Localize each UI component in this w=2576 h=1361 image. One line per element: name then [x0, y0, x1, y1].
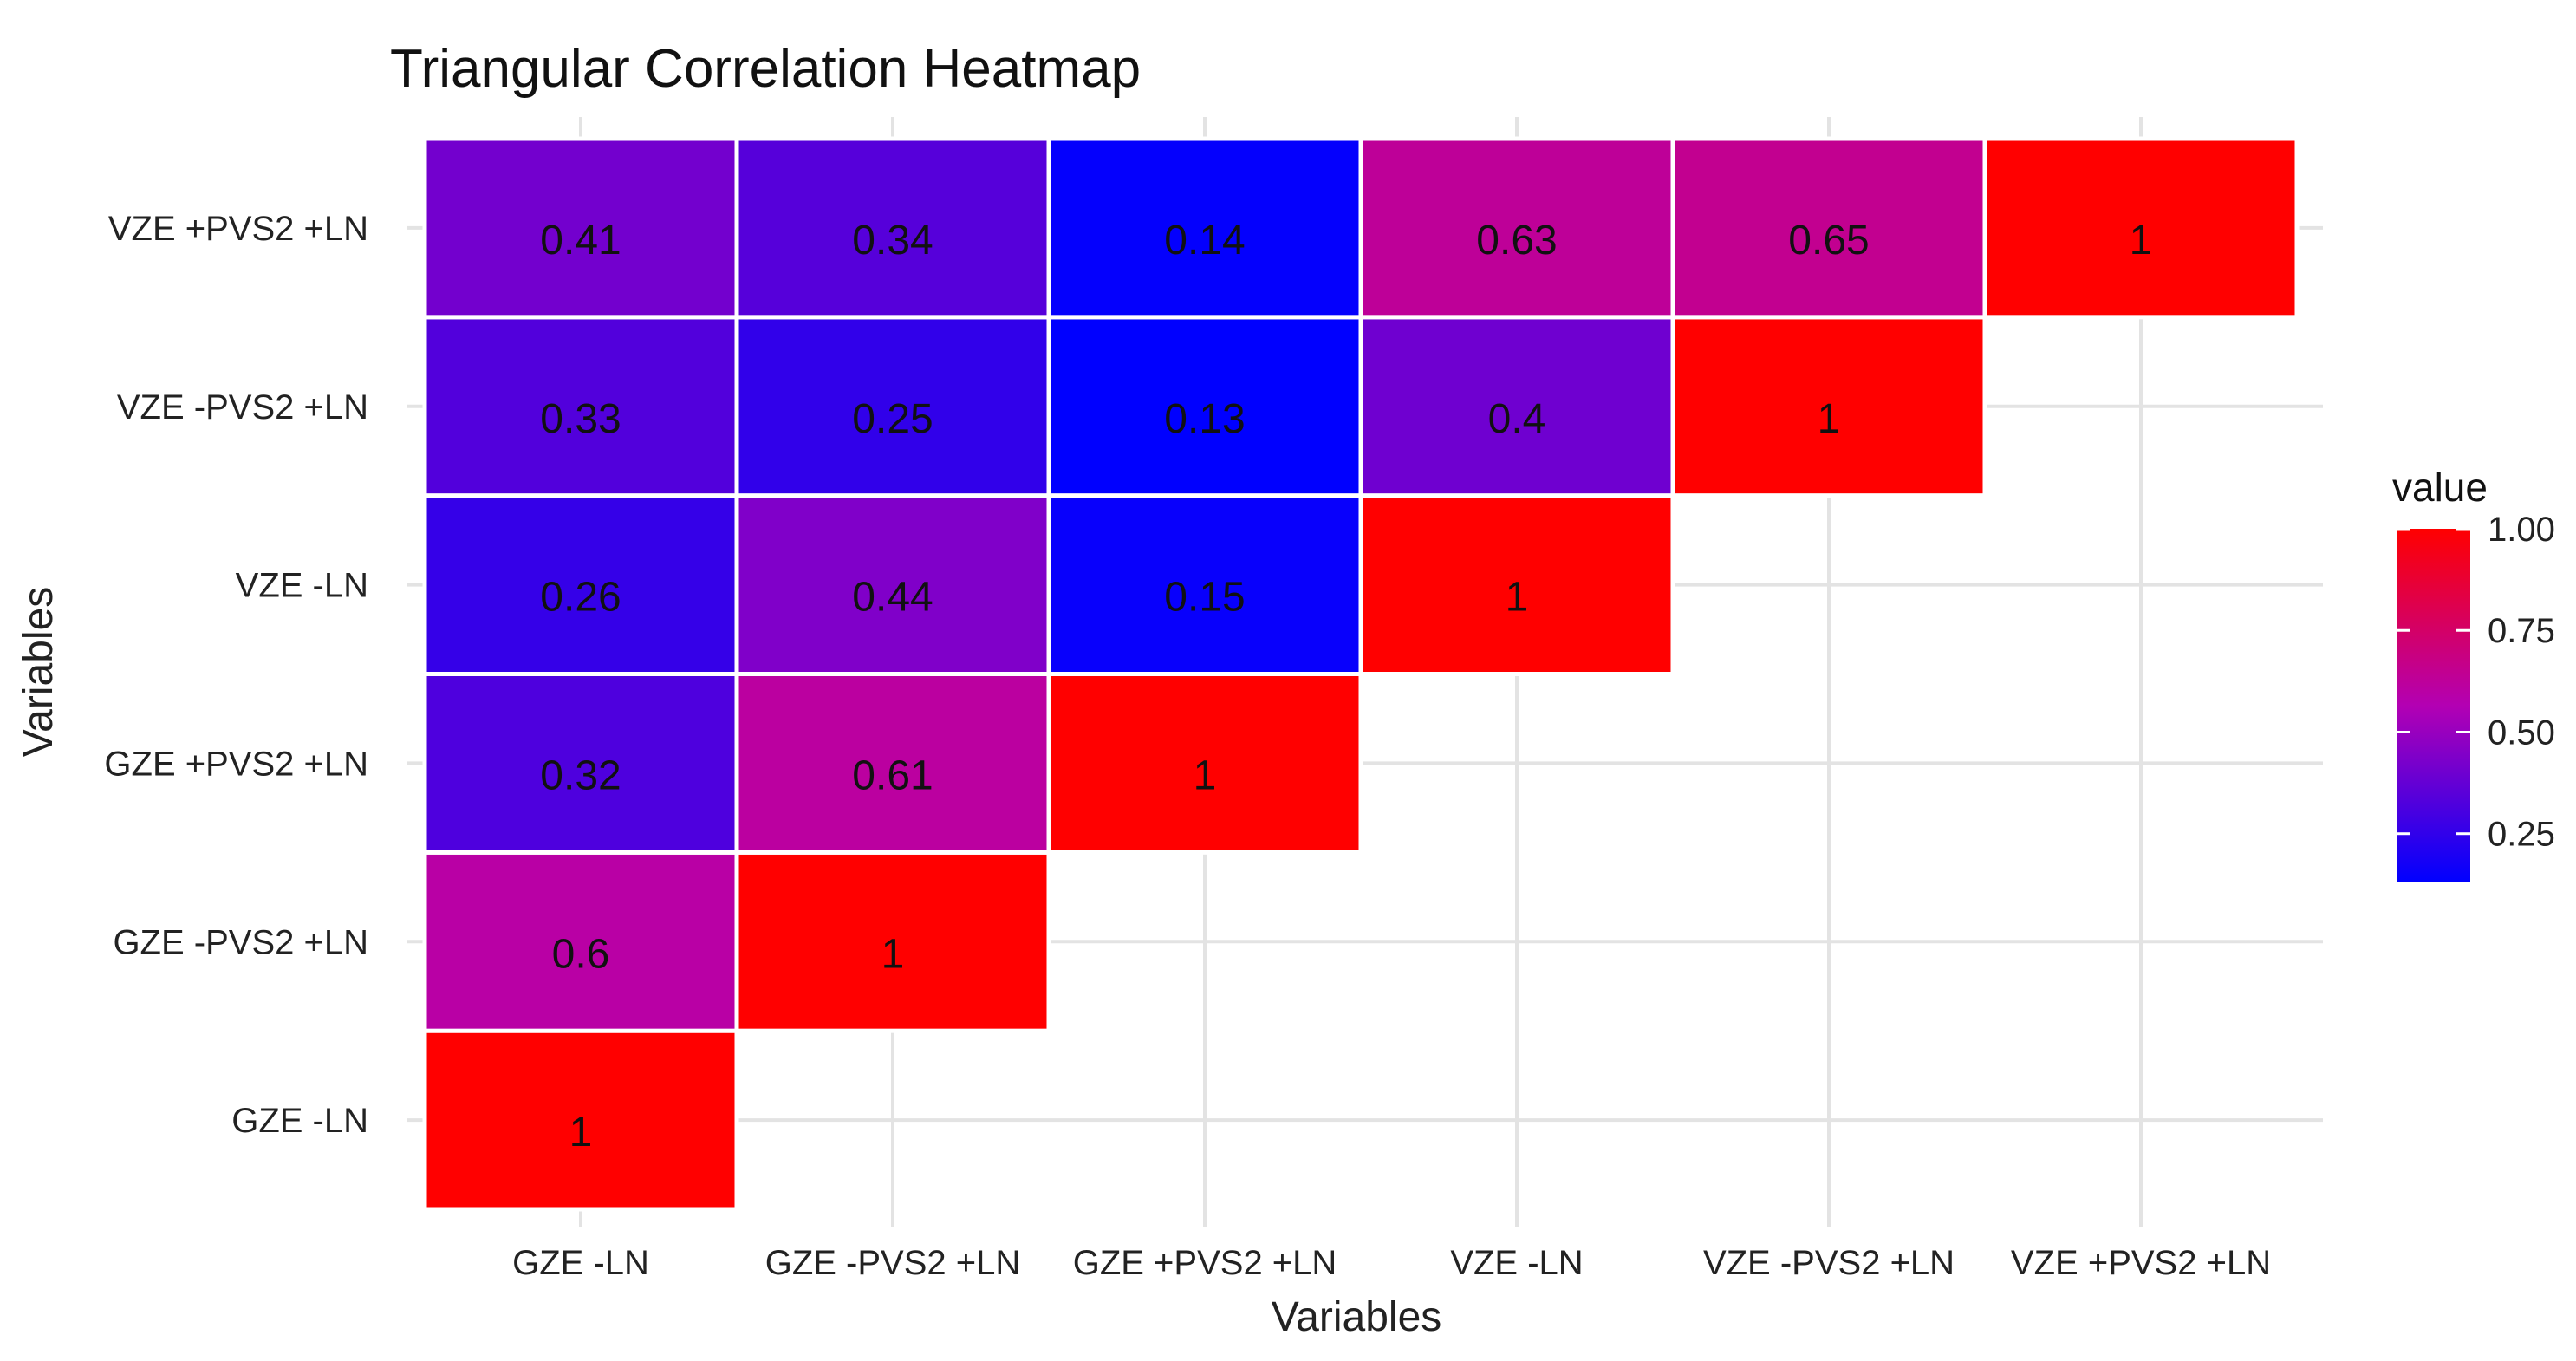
heatmap-cell	[734, 315, 1051, 498]
cell-value-label: 0.41	[540, 218, 621, 264]
cell-value-label: 1	[881, 931, 905, 977]
cell-value-label: 0.63	[1476, 218, 1557, 264]
heatmap-cell	[422, 136, 739, 320]
legend: value 1.00 0.75 0.50 0.25	[2392, 465, 2555, 882]
x-axis-ticks: GZE -LN GZE -PVS2 +LN GZE +PVS2 +LN VZE -LN…	[512, 1244, 2271, 1282]
x-tick-label: GZE -PVS2 +LN	[765, 1244, 1021, 1282]
cell-value-label: 0.34	[852, 218, 933, 264]
legend-colorbar	[2397, 529, 2470, 882]
cells-layer: 10.60.320.260.330.4110.610.440.250.3410.…	[422, 136, 2300, 1212]
y-tick-label: GZE -PVS2 +LN	[113, 923, 368, 961]
chart-title: Triangular Correlation Heatmap	[390, 39, 1141, 99]
cell-value-label: 0.25	[852, 396, 933, 442]
cell-value-label: 0.6	[552, 931, 610, 977]
heatmap-cell	[734, 850, 1051, 1033]
heatmap-cell	[1358, 136, 1675, 320]
cell-value-label: 1	[2130, 218, 2153, 264]
y-tick-label: VZE -PVS2 +LN	[117, 388, 368, 427]
x-tick-label: GZE +PVS2 +LN	[1073, 1244, 1337, 1282]
x-tick-label: GZE -LN	[512, 1244, 649, 1282]
cell-value-label: 0.4	[1488, 396, 1546, 442]
cell-value-label: 1	[1818, 396, 1841, 442]
cell-value-label: 1	[1194, 752, 1217, 798]
heatmap-cell	[1670, 315, 1987, 498]
cell-value-label: 1	[569, 1110, 593, 1156]
heatmap-cell	[1982, 136, 2300, 320]
cell-value-label: 0.13	[1164, 396, 1245, 442]
legend-tick-label: 1.00	[2488, 511, 2555, 549]
heatmap-cell	[1670, 136, 1987, 320]
cell-value-label: 1	[1506, 575, 1529, 621]
legend-tick-label: 0.50	[2488, 713, 2555, 752]
legend-ticks: 1.00 0.75 0.50 0.25	[2397, 511, 2555, 854]
cell-value-label: 0.61	[852, 752, 933, 798]
y-tick-label: GZE -LN	[231, 1102, 368, 1140]
heatmap-cell	[1046, 315, 1363, 498]
x-tick-label: VZE +PVS2 +LN	[2011, 1244, 2271, 1282]
heatmap-cell	[734, 136, 1051, 320]
legend-title: value	[2392, 465, 2488, 510]
cell-value-label: 0.65	[1788, 218, 1869, 264]
heatmap-cell	[1358, 493, 1675, 677]
heatmap-cell	[422, 1028, 739, 1212]
y-tick-label: VZE -LN	[236, 567, 368, 605]
x-tick-label: VZE -PVS2 +LN	[1703, 1244, 1955, 1282]
legend-tick-label: 0.25	[2488, 816, 2555, 854]
heatmap-cell	[1046, 136, 1363, 320]
x-tick-label: VZE -LN	[1450, 1244, 1583, 1282]
y-axis-title: Variables	[16, 587, 62, 758]
cell-value-label: 0.15	[1164, 575, 1245, 621]
heatmap-cell	[1046, 493, 1363, 677]
heatmap-cell	[422, 315, 739, 498]
cell-value-label: 0.14	[1164, 218, 1245, 264]
legend-tick-label: 0.75	[2488, 612, 2555, 650]
cell-value-label: 0.32	[540, 752, 621, 798]
x-axis-title: Variables	[1272, 1294, 1442, 1340]
y-axis-ticks: GZE -LN GZE -PVS2 +LN GZE +PVS2 +LN VZE -LN…	[104, 210, 368, 1140]
cell-value-label: 0.33	[540, 396, 621, 442]
heatmap-cell	[1358, 315, 1675, 498]
cell-value-label: 0.26	[540, 575, 621, 621]
y-tick-label: VZE +PVS2 +LN	[108, 210, 368, 248]
heatmap-cell	[1046, 672, 1363, 855]
cell-value-label: 0.44	[852, 575, 933, 621]
y-tick-label: GZE +PVS2 +LN	[104, 745, 368, 783]
